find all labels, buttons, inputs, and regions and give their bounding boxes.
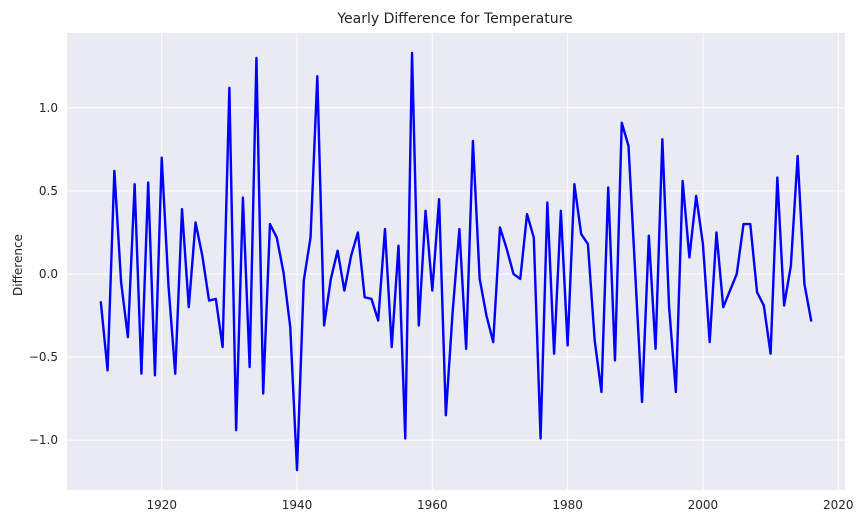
y-tick-label: −1.0 [29, 433, 58, 447]
x-tick-label: 1980 [552, 498, 583, 512]
x-tick-label: 1920 [146, 498, 177, 512]
y-tick-label: 1.0 [39, 101, 58, 115]
x-tick-label: 2020 [823, 498, 854, 512]
chart-title: Yearly Difference for Temperature [336, 11, 572, 27]
y-tick-label: 0.0 [39, 267, 58, 281]
x-tick-label: 1960 [417, 498, 448, 512]
y-axis-label: Difference [11, 234, 25, 296]
y-tick-label: 0.5 [39, 184, 58, 198]
x-tick-label: 1940 [282, 498, 313, 512]
x-tick-label: 2000 [688, 498, 719, 512]
y-tick-label: −0.5 [29, 350, 58, 364]
series-line [99, 51, 813, 472]
